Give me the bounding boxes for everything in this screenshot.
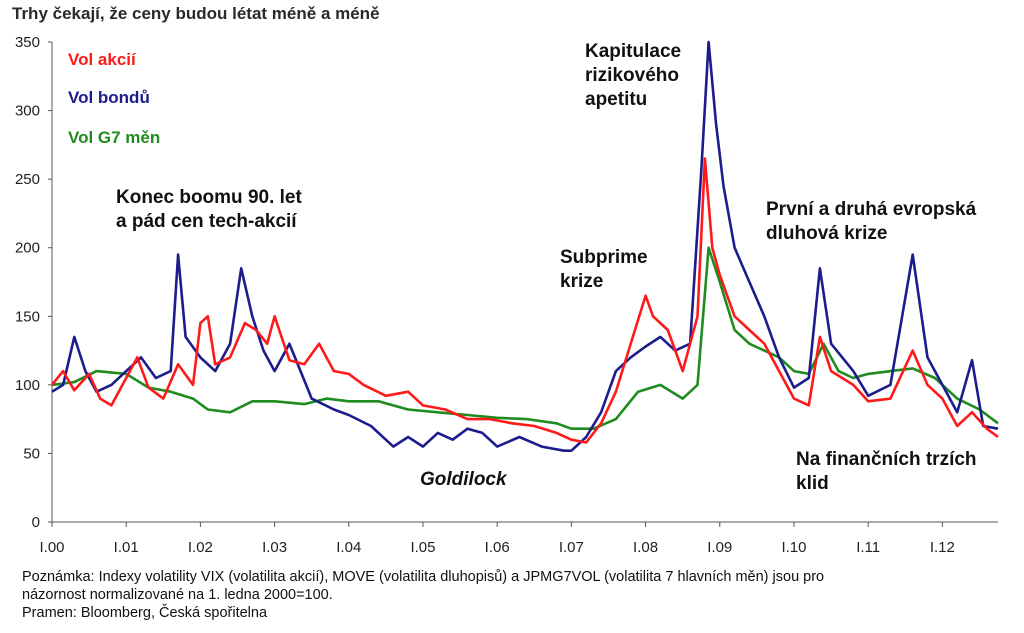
x-tick-label: I.10 [781,539,806,556]
series-line-1 [51,40,999,452]
legend-vol-g7-men: Vol G7 měn [68,128,161,147]
annotation-capitulation: Kapitulace rizikového apetitu [585,41,682,110]
x-tick-label: I.07 [559,539,584,556]
y-tick-label: 300 [15,103,40,120]
y-tick-label: 0 [32,514,40,531]
annotation-euro-crisis: První a druhá evropská dluhová krize [766,199,977,244]
x-tick-label: I.05 [410,539,435,556]
annotation-goldilock: Goldilock [420,469,507,490]
y-tick-label: 250 [15,171,40,188]
series-line-2 [51,246,999,430]
x-tick-label: I.02 [188,539,213,556]
x-tick-label: I.03 [262,539,287,556]
y-tick-label: 100 [15,377,40,394]
y-tick-label: 150 [15,308,40,325]
x-tick-label: I.04 [336,539,361,556]
annotation-calm: Na finančních trzích klid [796,449,977,494]
annotation-subprime: Subprime krize [560,247,648,292]
x-tick-label: I.00 [39,539,64,556]
chart-axes: 0 50 100 150 200 250 300 350 I.00 I.01 I.02 I.03 I.0… [15,34,998,556]
y-tick-label: 350 [15,34,40,51]
annotation-dotcom: Konec boomu 90. let a pád cen tech-akcií [116,187,302,232]
x-tick-label: I.01 [114,539,139,556]
footnote: Poznámka: Indexy volatility VIX (volatil… [22,569,825,621]
x-tick-label: I.12 [930,539,955,556]
x-tick-label: I.11 [856,539,880,556]
legend-vol-akcii: Vol akcií [68,50,136,69]
y-tick-label: 50 [23,445,40,462]
x-tick-label: I.09 [707,539,732,556]
y-tick-label: 200 [15,240,40,257]
series-line-0 [50,157,999,444]
chart-series [50,40,999,452]
x-tick-label: I.06 [485,539,510,556]
x-tick-label: I.08 [633,539,658,556]
legend-vol-bondu: Vol bondů [68,88,150,107]
chart-title: Trhy čekají, že ceny budou létat méně a … [12,4,380,23]
